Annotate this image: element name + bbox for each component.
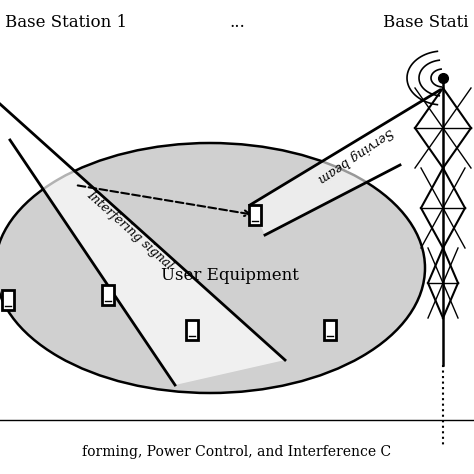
Text: forming, Power Control, and Interference C: forming, Power Control, and Interference… <box>82 445 392 459</box>
Text: ...: ... <box>229 13 245 30</box>
Polygon shape <box>0 95 285 385</box>
Bar <box>186 320 198 340</box>
Bar <box>249 205 261 225</box>
Text: Interfering signal: Interfering signal <box>84 188 176 272</box>
Polygon shape <box>250 90 440 235</box>
Text: User Equipment: User Equipment <box>161 266 299 283</box>
Bar <box>102 285 114 305</box>
Text: Base Stati: Base Stati <box>383 13 469 30</box>
Text: Serving beam: Serving beam <box>315 125 395 185</box>
Bar <box>2 290 14 310</box>
Ellipse shape <box>0 143 425 393</box>
Bar <box>324 320 336 340</box>
Text: Base Station 1: Base Station 1 <box>5 13 127 30</box>
